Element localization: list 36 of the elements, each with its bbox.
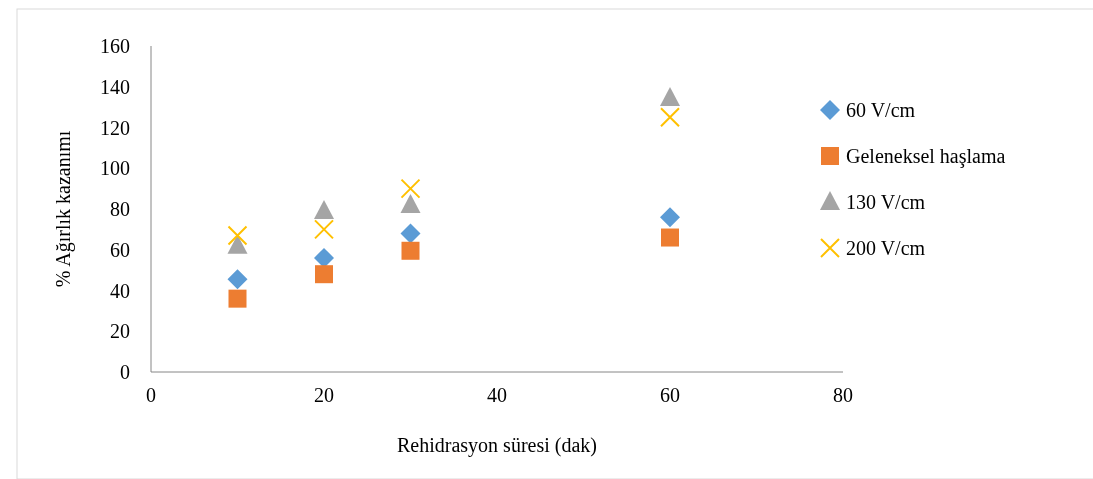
point xyxy=(314,247,334,268)
legend-label: 200 V/cm xyxy=(846,237,926,259)
y-tick-label: 0 xyxy=(120,361,130,383)
point xyxy=(660,207,680,228)
y-tick-label: 100 xyxy=(100,157,130,180)
y-tick-label: 160 xyxy=(100,35,130,57)
legend-label: Geleneksel haşlama xyxy=(846,145,1006,168)
x-tick-label: 0 xyxy=(146,384,156,406)
point xyxy=(228,289,247,308)
point xyxy=(314,219,334,240)
y-tick-label: 120 xyxy=(100,116,130,139)
point xyxy=(227,225,248,246)
point xyxy=(400,223,421,244)
point xyxy=(227,269,248,290)
y-tick-label: 80 xyxy=(110,198,130,220)
x-tick-label: 20 xyxy=(314,384,334,406)
point xyxy=(227,234,248,254)
point xyxy=(661,228,679,247)
legend-label: 60 V/cm xyxy=(846,99,916,121)
point xyxy=(660,86,680,106)
point xyxy=(401,241,420,260)
x-tick-label: 40 xyxy=(487,384,507,406)
point xyxy=(400,193,421,213)
x-axis-title: Rehidrasyon süresi (dak) xyxy=(397,434,597,457)
y-tick-label: 60 xyxy=(110,238,130,261)
y-tick-label: 20 xyxy=(110,320,130,343)
y-axis-title: % Ağırlık kazanımı xyxy=(52,130,75,288)
y-tick-label: 140 xyxy=(100,75,130,98)
point xyxy=(315,265,333,284)
legend-label: 130 V/cm xyxy=(846,191,926,213)
point xyxy=(314,200,334,220)
y-tick-label: 40 xyxy=(110,279,130,302)
x-tick-label: 60 xyxy=(660,384,680,406)
point xyxy=(400,178,421,199)
x-tick-label: 80 xyxy=(833,384,853,406)
point xyxy=(660,107,680,128)
